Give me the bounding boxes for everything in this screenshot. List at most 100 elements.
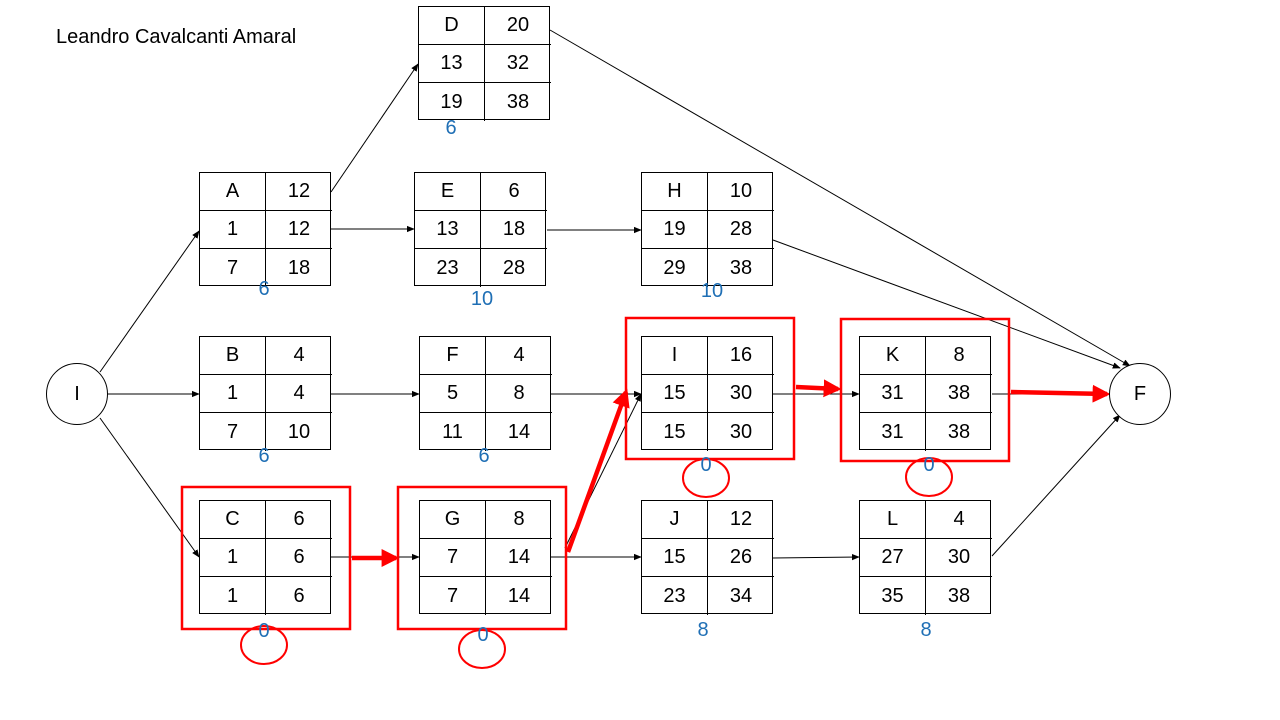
activity-name: A — [200, 173, 266, 211]
early-start: 27 — [860, 539, 926, 577]
late-finish: 30 — [729, 420, 753, 443]
activity-duration: 8 — [486, 501, 552, 539]
early-start: 13 — [419, 45, 485, 83]
activity-node-d: D 20 13 32 19 38 — [418, 6, 551, 121]
late-finish: 38 — [947, 584, 971, 607]
activity-duration: 12 — [708, 501, 774, 539]
early-start: 15 — [642, 375, 708, 413]
early-start: 15 — [642, 539, 708, 577]
early-start: 1 — [200, 211, 266, 249]
slack-circle-g — [458, 629, 506, 669]
end-node: F — [1109, 363, 1171, 425]
early-start: 19 — [642, 211, 708, 249]
slack-value-g: 0 — [477, 624, 489, 646]
activity-duration: 4 — [266, 337, 332, 375]
late-finish: 38 — [506, 90, 530, 113]
activity-name: L — [860, 501, 926, 539]
critical-box-c — [180, 485, 352, 631]
activity-name: H — [642, 173, 708, 211]
activity-name: B — [200, 337, 266, 375]
activity-node-i: I 16 15 30 15 30 — [641, 336, 774, 451]
late-finish: 14 — [507, 584, 531, 607]
activity-node-j: J 12 15 26 23 34 — [641, 500, 774, 615]
critical-arrow-g-i — [565, 388, 630, 553]
slack-value-e: 10 — [470, 288, 494, 310]
slack-circle-c — [240, 625, 288, 665]
activity-duration: 10 — [708, 173, 774, 211]
early-finish: 6 — [266, 539, 332, 577]
activity-name: G — [420, 501, 486, 539]
edge-j-l — [772, 553, 860, 561]
late-start: 29 — [642, 249, 708, 287]
critical-arrow-k-end — [1010, 384, 1111, 403]
activity-name: I — [642, 337, 708, 375]
late-start: 15 — [642, 413, 708, 451]
late-finish: 14 — [507, 420, 531, 443]
slack-value-a: 6 — [258, 278, 270, 300]
late-finish: 6 — [293, 584, 305, 607]
late-start: 19 — [419, 83, 485, 121]
activity-duration: 12 — [266, 173, 332, 211]
activity-duration: 4 — [926, 501, 992, 539]
early-start: 7 — [420, 539, 486, 577]
activity-name: E — [415, 173, 481, 211]
slack-value-c: 0 — [258, 620, 270, 642]
early-finish: 32 — [485, 45, 551, 83]
late-finish: 38 — [729, 256, 753, 279]
slack-circle-k — [905, 457, 953, 497]
late-start: 7 — [200, 413, 266, 451]
early-finish: 4 — [266, 375, 332, 413]
early-finish: 28 — [708, 211, 774, 249]
activity-name: J — [642, 501, 708, 539]
author-label: Leandro Cavalcanti Amaral — [56, 26, 297, 48]
late-finish: 18 — [287, 256, 311, 279]
early-start: 1 — [200, 539, 266, 577]
activity-node-a: A 12 1 12 7 18 — [199, 172, 332, 287]
early-finish: 38 — [926, 375, 992, 413]
late-start: 7 — [420, 577, 486, 615]
early-finish: 14 — [486, 539, 552, 577]
activity-duration: 6 — [266, 501, 332, 539]
slack-value-b: 6 — [258, 445, 270, 467]
activity-duration: 8 — [926, 337, 992, 375]
activity-name: K — [860, 337, 926, 375]
activity-node-l: L 4 27 30 35 38 — [859, 500, 992, 615]
critical-arrow-i-k — [795, 379, 842, 398]
activity-node-k: K 8 31 38 31 38 — [859, 336, 992, 451]
late-start: 35 — [860, 577, 926, 615]
early-finish: 8 — [486, 375, 552, 413]
edge-a-d — [330, 63, 419, 193]
edge-h-end — [772, 239, 1121, 369]
late-start: 7 — [200, 249, 266, 287]
activity-name: D — [419, 7, 485, 45]
slack-value-k: 0 — [923, 454, 935, 476]
edge-d-end — [549, 29, 1131, 367]
late-start: 11 — [420, 413, 486, 451]
activity-name: C — [200, 501, 266, 539]
activity-name: F — [420, 337, 486, 375]
early-start: 31 — [860, 375, 926, 413]
late-finish: 38 — [947, 420, 971, 443]
early-start: 5 — [420, 375, 486, 413]
early-finish: 30 — [926, 539, 992, 577]
early-finish: 26 — [708, 539, 774, 577]
late-finish: 10 — [287, 420, 311, 443]
slack-value-i: 0 — [700, 454, 712, 476]
edge-i-a — [99, 230, 200, 373]
early-finish: 18 — [481, 211, 547, 249]
late-finish: 28 — [502, 256, 526, 279]
activity-duration: 20 — [485, 7, 551, 45]
activity-duration: 4 — [486, 337, 552, 375]
late-finish: 34 — [729, 584, 753, 607]
activity-node-g: G 8 7 14 7 14 — [419, 500, 552, 615]
edge-l-end — [991, 414, 1121, 557]
early-start: 1 — [200, 375, 266, 413]
late-start: 23 — [415, 249, 481, 287]
early-start: 13 — [415, 211, 481, 249]
slack-value-d: 6 — [445, 117, 457, 139]
slack-circle-i — [682, 458, 730, 498]
activity-duration: 16 — [708, 337, 774, 375]
